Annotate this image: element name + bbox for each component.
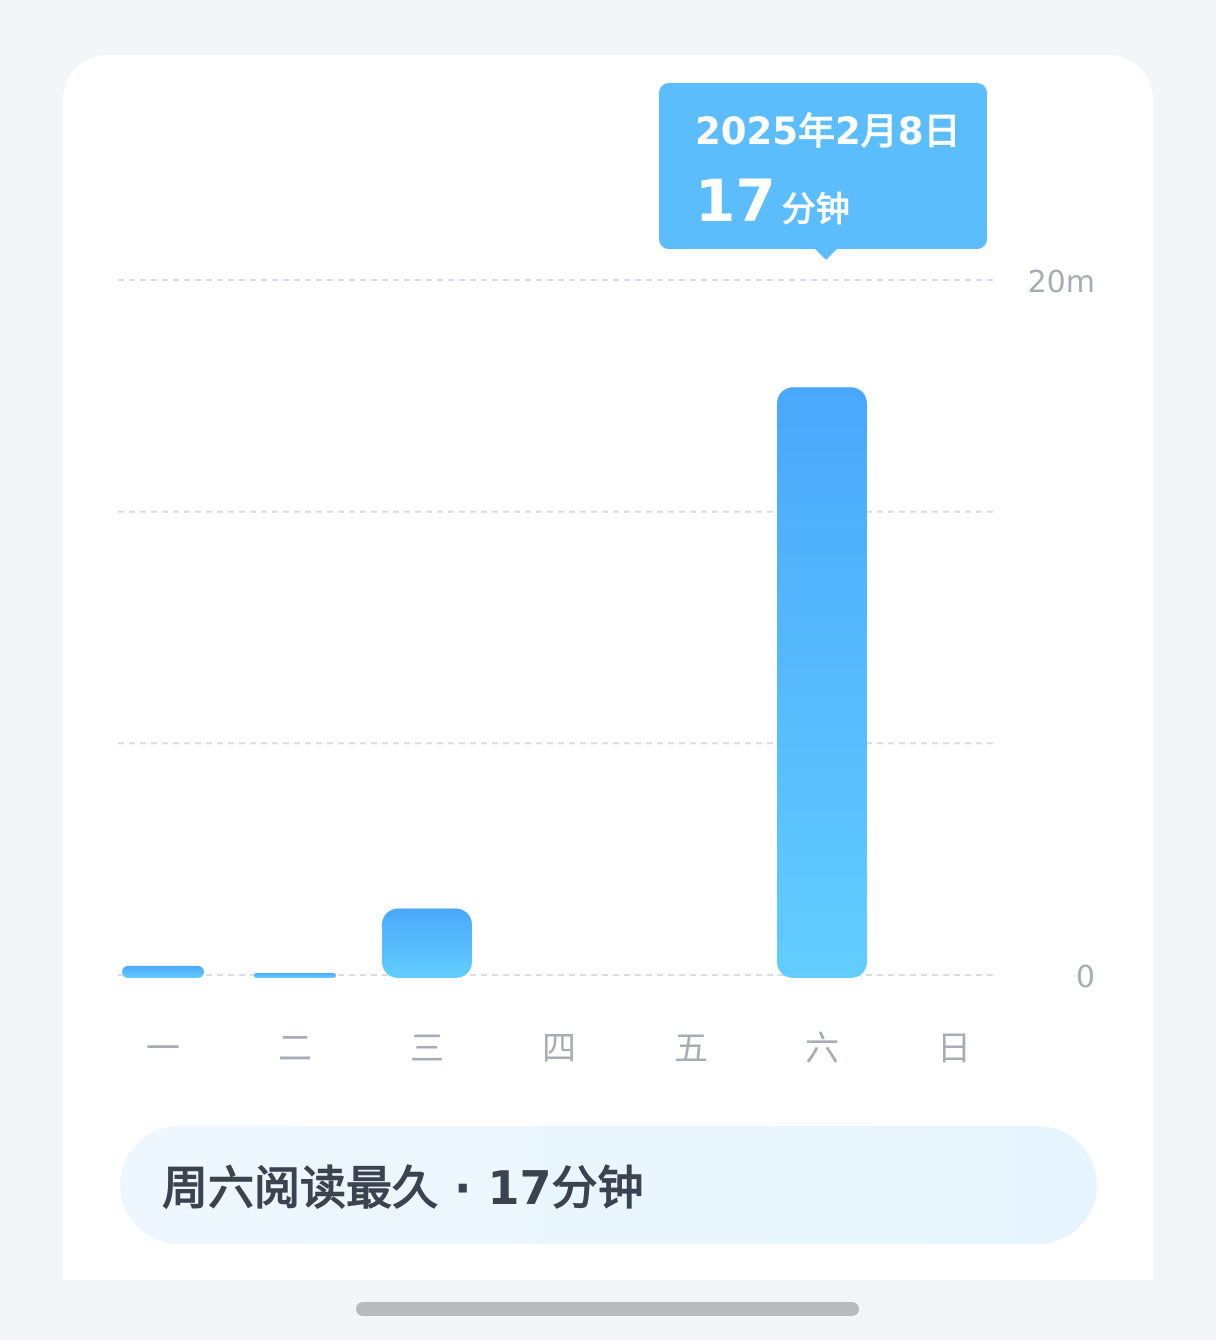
y-tick-label-1: 20m (1028, 265, 1095, 300)
bar-1[interactable] (122, 965, 204, 978)
x-tick-label-4[interactable]: 四 (542, 1029, 576, 1069)
summary-pill: 周六阅读最久 · 17分钟 (120, 1126, 1097, 1244)
weekly-reading-chart: 0 20m 一 二 三 四 五 六 日 2025年2月8日 17 分钟 (118, 83, 1095, 1069)
tooltip-unit: 分钟 (781, 190, 850, 230)
x-tick-label-2[interactable]: 二 (278, 1029, 312, 1069)
summary-text: 周六阅读最久 · 17分钟 (162, 1161, 644, 1215)
reading-stats-card (63, 55, 1153, 1280)
y-tick-label-0: 0 (1076, 960, 1095, 995)
x-tick-label-3[interactable]: 三 (410, 1029, 444, 1069)
tooltip-value-row: 17 分钟 (695, 167, 850, 235)
value-tooltip: 2025年2月8日 17 分钟 (659, 83, 987, 260)
x-tick-label-1[interactable]: 一 (146, 1029, 180, 1069)
tooltip-date: 2025年2月8日 (695, 110, 961, 153)
x-tick-label-7[interactable]: 日 (937, 1029, 971, 1069)
tooltip-value: 17 (695, 167, 776, 235)
home-indicator[interactable] (356, 1302, 859, 1316)
bar-6[interactable] (777, 387, 867, 978)
bar-2[interactable] (254, 973, 336, 978)
bar-chart-svg: 0 20m 一 二 三 四 五 六 日 (118, 265, 1095, 1069)
x-tick-label-6[interactable]: 六 (805, 1029, 839, 1069)
x-tick-label-5[interactable]: 五 (674, 1029, 708, 1069)
bar-3[interactable] (382, 908, 472, 979)
